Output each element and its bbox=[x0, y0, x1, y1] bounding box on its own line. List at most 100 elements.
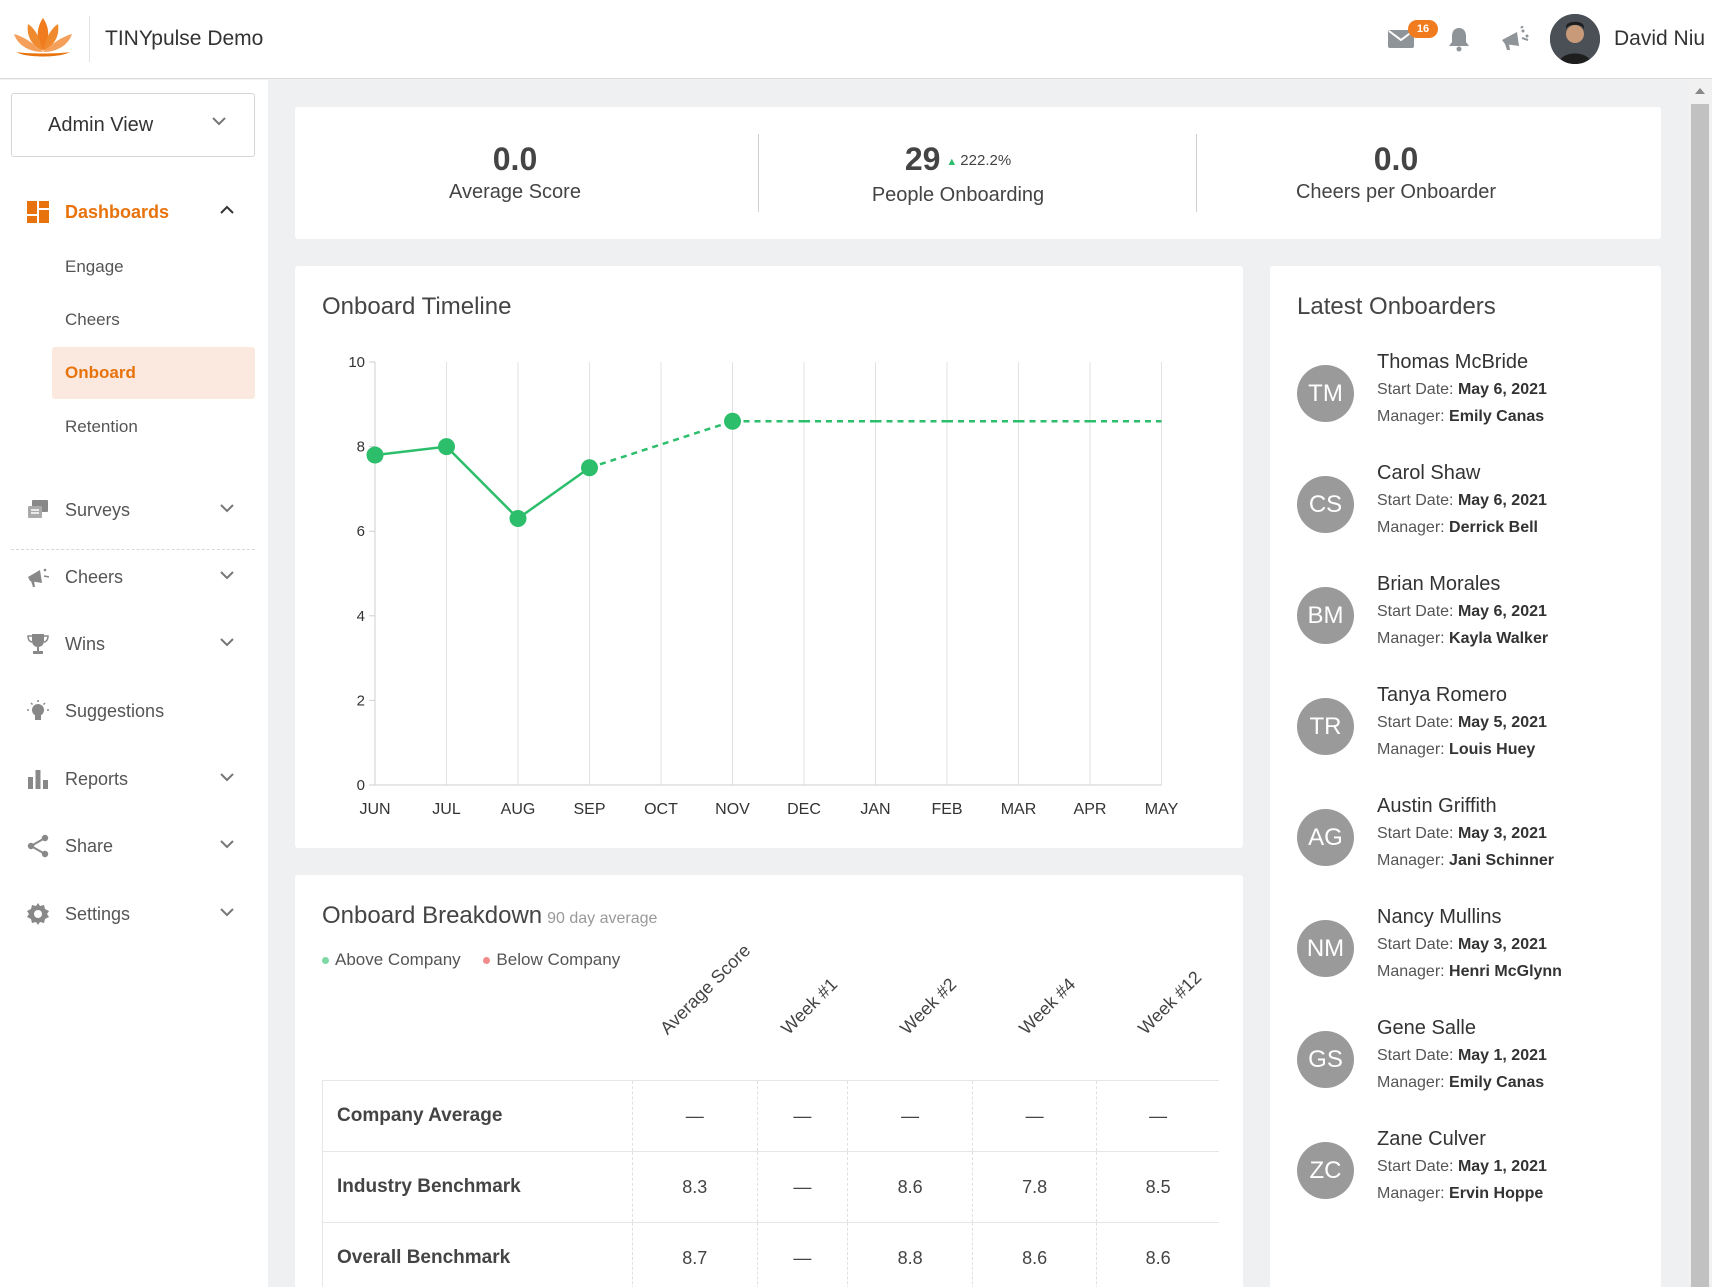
bell-icon[interactable] bbox=[1442, 22, 1476, 56]
onboarder-start: Start Date: May 3, 2021 bbox=[1377, 936, 1547, 954]
onboarder-name[interactable]: Austin Griffith bbox=[1377, 795, 1497, 817]
onboarder-name[interactable]: Brian Morales bbox=[1377, 573, 1501, 595]
start-label: Start Date: bbox=[1377, 1047, 1454, 1064]
stat-people-onboarding: 29 ▲ 222.2% People Onboarding bbox=[738, 139, 1178, 207]
list-item[interactable]: TM Thomas McBride Start Date: May 6, 202… bbox=[1297, 351, 1657, 451]
legend-above: Above Company bbox=[322, 950, 461, 969]
cheers-megaphone-icon[interactable] bbox=[1498, 22, 1532, 56]
list-item[interactable]: CS Carol Shaw Start Date: May 6, 2021 Ma… bbox=[1297, 462, 1657, 562]
onboarder-manager: Manager: Kayla Walker bbox=[1377, 630, 1548, 648]
start-label: Start Date: bbox=[1377, 714, 1454, 731]
onboarder-name[interactable]: Gene Salle bbox=[1377, 1017, 1476, 1039]
list-item[interactable]: AG Austin Griffith Start Date: May 3, 20… bbox=[1297, 795, 1657, 895]
column-header: Week #12 bbox=[1134, 967, 1206, 1039]
sidebar-item-cheers[interactable]: Cheers bbox=[0, 557, 268, 597]
manager-label: Manager: bbox=[1377, 630, 1445, 647]
manager-name: Emily Canas bbox=[1449, 408, 1545, 425]
sidebar-item-label: Share bbox=[65, 836, 114, 856]
x-tick-label: SEP bbox=[573, 801, 605, 818]
manager-label: Manager: bbox=[1377, 408, 1445, 425]
sidebar-sub-label: Engage bbox=[65, 257, 124, 276]
page-scrollbar[interactable] bbox=[1688, 80, 1712, 1287]
avatar: NM bbox=[1297, 920, 1354, 977]
sidebar-item-settings[interactable]: Settings bbox=[0, 894, 268, 934]
sidebar-item-surveys[interactable]: Surveys bbox=[0, 490, 268, 530]
sidebar-item-reports[interactable]: Reports bbox=[0, 759, 268, 799]
stat-value: 0.0 bbox=[1373, 141, 1419, 177]
sidebar: Admin View Dashboards Engage Cheers Onbo… bbox=[0, 80, 268, 1287]
stat-delta: ▲ 222.2% bbox=[946, 152, 1011, 169]
onboarder-start: Start Date: May 6, 2021 bbox=[1377, 381, 1547, 399]
onboarder-manager: Manager: Ervin Hoppe bbox=[1377, 1185, 1543, 1203]
sidebar-sub-engage[interactable]: Engage bbox=[52, 241, 255, 293]
list-item[interactable]: ZC Zane Culver Start Date: May 1, 2021 M… bbox=[1297, 1128, 1657, 1228]
scroll-up-arrow-icon[interactable] bbox=[1695, 88, 1705, 94]
manager-name: Ervin Hoppe bbox=[1449, 1185, 1544, 1202]
table-cell: 8.6 bbox=[1096, 1222, 1219, 1287]
sidebar-sub-cheers[interactable]: Cheers bbox=[52, 294, 255, 346]
start-label: Start Date: bbox=[1377, 492, 1454, 509]
stat-cheers-per-onboarder: 0.0 Cheers per Onboarder bbox=[1176, 139, 1616, 204]
sidebar-sub-onboard[interactable]: Onboard bbox=[52, 347, 255, 399]
table-cell: 8.3 bbox=[632, 1151, 758, 1223]
header-divider bbox=[89, 16, 90, 62]
breakdown-table: Company Average — — — — — Industry Bench… bbox=[322, 1080, 1219, 1287]
y-tick-label: 0 bbox=[357, 777, 365, 794]
chevron-down-icon bbox=[220, 571, 234, 580]
chevron-down-icon bbox=[220, 638, 234, 647]
y-tick-label: 8 bbox=[357, 439, 365, 456]
sidebar-sub-retention[interactable]: Retention bbox=[52, 401, 255, 453]
user-avatar[interactable] bbox=[1550, 14, 1600, 64]
legend-label: Below Company bbox=[496, 950, 621, 969]
list-item[interactable]: BM Brian Morales Start Date: May 6, 2021… bbox=[1297, 573, 1657, 673]
list-item[interactable]: NM Nancy Mullins Start Date: May 3, 2021… bbox=[1297, 906, 1657, 1006]
legend-label: Above Company bbox=[335, 950, 461, 969]
onboarder-start: Start Date: May 3, 2021 bbox=[1377, 825, 1547, 843]
sidebar-sub-label: Onboard bbox=[65, 363, 136, 382]
manager-name: Jani Schinner bbox=[1449, 852, 1554, 869]
sidebar-item-label: Suggestions bbox=[65, 701, 165, 721]
x-tick-label: JAN bbox=[860, 801, 890, 818]
series-line-segment bbox=[374, 445, 447, 457]
data-point bbox=[724, 412, 741, 430]
breakdown-title: Onboard Breakdown 90 day average bbox=[322, 902, 657, 930]
scrollbar-thumb[interactable] bbox=[1691, 104, 1709, 1287]
sidebar-item-suggestions[interactable]: Suggestions bbox=[0, 691, 268, 731]
y-tick-label: 4 bbox=[357, 608, 365, 625]
chevron-down-icon bbox=[212, 117, 226, 126]
stat-divider bbox=[1196, 134, 1197, 212]
onboarder-manager: Manager: Emily Canas bbox=[1377, 408, 1544, 426]
onboarder-name[interactable]: Tanya Romero bbox=[1377, 684, 1508, 706]
onboarder-name[interactable]: Zane Culver bbox=[1377, 1128, 1486, 1150]
column-header: Week #2 bbox=[896, 974, 961, 1039]
sidebar-divider bbox=[11, 549, 255, 550]
table-row: Overall Benchmark 8.7 — 8.8 8.6 8.6 bbox=[322, 1222, 1219, 1287]
sidebar-item-wins[interactable]: Wins bbox=[0, 624, 268, 664]
list-item[interactable]: GS Gene Salle Start Date: May 1, 2021 Ma… bbox=[1297, 1017, 1657, 1117]
start-label: Start Date: bbox=[1377, 603, 1454, 620]
start-date: May 6, 2021 bbox=[1457, 492, 1547, 509]
start-label: Start Date: bbox=[1377, 936, 1454, 953]
avatar: TM bbox=[1297, 365, 1354, 422]
start-label: Start Date: bbox=[1377, 825, 1454, 842]
tinypulse-logo[interactable] bbox=[10, 14, 76, 60]
sidebar-item-label: Cheers bbox=[65, 567, 124, 587]
onboard-timeline-card: Onboard Timeline 0 2 4 6 8 10 JUN JUL AUG SEP OCT N… bbox=[295, 266, 1243, 848]
timeline-title: Onboard Timeline bbox=[322, 293, 512, 320]
projection-line-segment bbox=[589, 420, 733, 469]
list-item[interactable]: TR Tanya Romero Start Date: May 5, 2021 … bbox=[1297, 684, 1657, 784]
onboarder-name[interactable]: Nancy Mullins bbox=[1377, 906, 1502, 928]
x-tick-label: MAR bbox=[1001, 801, 1037, 818]
row-label: Overall Benchmark bbox=[322, 1222, 633, 1287]
view-select-dropdown[interactable]: Admin View bbox=[11, 93, 255, 157]
stat-label: Average Score bbox=[449, 181, 581, 203]
series-line-segment bbox=[517, 466, 591, 520]
series-line-segment bbox=[445, 445, 519, 520]
sidebar-item-dashboards[interactable]: Dashboards bbox=[0, 192, 268, 232]
table-cell: 8.6 bbox=[972, 1222, 1098, 1287]
user-name[interactable]: David Niu bbox=[1614, 27, 1706, 50]
onboarder-name[interactable]: Carol Shaw bbox=[1377, 462, 1481, 484]
x-tick-label: APR bbox=[1074, 801, 1107, 818]
onboarder-name[interactable]: Thomas McBride bbox=[1377, 351, 1529, 373]
sidebar-item-share[interactable]: Share bbox=[0, 826, 268, 866]
